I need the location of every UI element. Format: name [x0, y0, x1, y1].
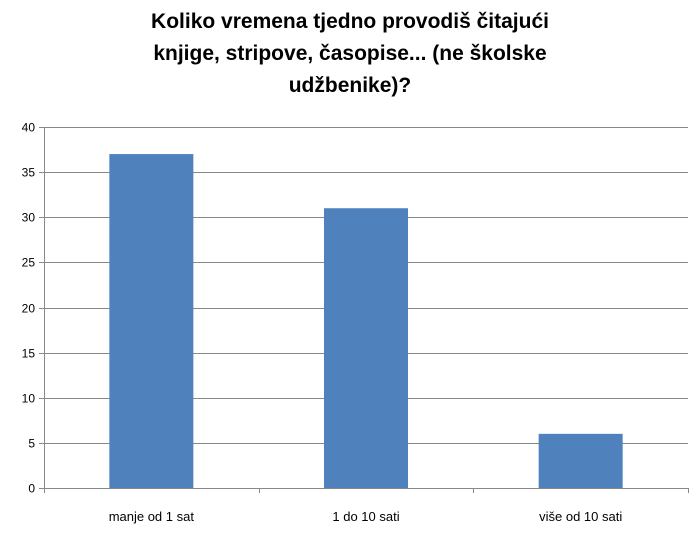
y-tick-label: 0 [28, 482, 35, 496]
axes [44, 127, 688, 489]
bar [538, 433, 623, 488]
y-tick-label: 20 [22, 302, 36, 316]
y-tick-label: 30 [22, 211, 36, 225]
x-category-label: 1 do 10 sati [332, 509, 399, 524]
chart-title-line-3: udžbenike)? [288, 74, 412, 97]
chart-title-line-1: Koliko vremena tjedno provodiš čitajući [151, 10, 549, 33]
x-category-label: manje od 1 sat [109, 509, 195, 524]
chart-title: Koliko vremena tjedno provodiš čitajući … [90, 6, 610, 102]
y-tick-label: 5 [28, 437, 35, 451]
bar [109, 154, 194, 488]
y-tick-label: 10 [22, 392, 36, 406]
y-tick-labels: 0 5 10 15 20 25 30 35 40 [22, 121, 36, 496]
y-tick-label: 25 [22, 256, 36, 270]
y-tick-label: 40 [22, 121, 36, 135]
y-tick-label: 15 [22, 347, 36, 361]
x-category-labels: manje od 1 sat 1 do 10 sati više od 10 sat… [44, 488, 689, 524]
bar [324, 208, 408, 488]
y-tick-label: 35 [22, 166, 36, 180]
bars [109, 154, 623, 488]
chart-title-line-2: knjige, stripove, časopise... (ne školsk… [153, 42, 547, 65]
x-category-label: više od 10 sati [539, 509, 622, 524]
